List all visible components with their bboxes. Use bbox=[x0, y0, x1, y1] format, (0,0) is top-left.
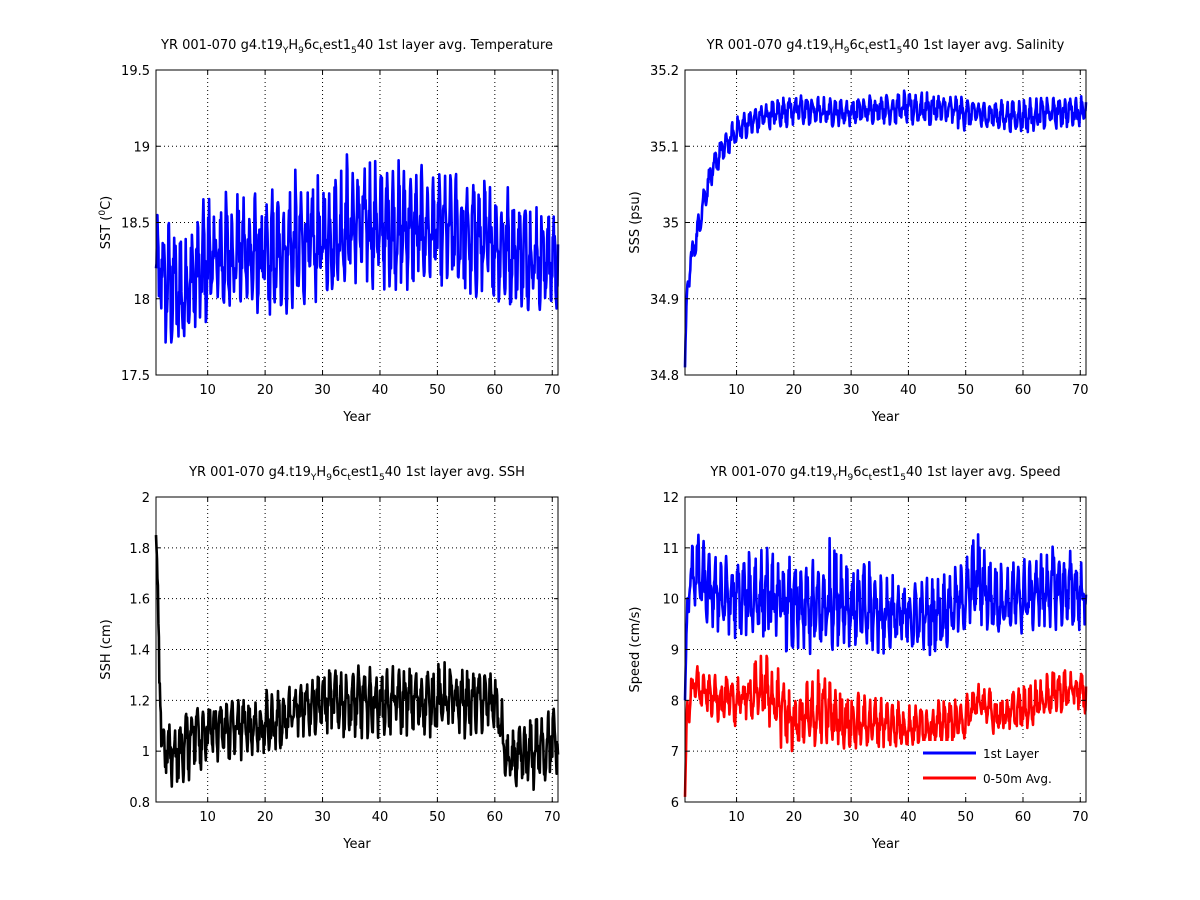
x-tick-label: 10 bbox=[199, 383, 216, 398]
y-axis-label: SSS (psu) bbox=[628, 191, 643, 253]
legend-box bbox=[921, 741, 1081, 793]
y-tick-label: 6 bbox=[671, 796, 679, 811]
x-tick-label: 70 bbox=[544, 810, 561, 825]
x-axis-label: Year bbox=[342, 410, 371, 425]
x-tick-label: 30 bbox=[843, 383, 860, 398]
x-tick-label: 50 bbox=[429, 810, 446, 825]
x-tick-label: 20 bbox=[257, 810, 274, 825]
y-tick-label: 0.8 bbox=[129, 796, 150, 811]
x-tick-label: 30 bbox=[314, 810, 331, 825]
series-group bbox=[683, 533, 1088, 797]
y-tick-label: 10 bbox=[662, 593, 679, 608]
x-tick-label: 70 bbox=[1072, 383, 1089, 398]
y-tick-label: 35.2 bbox=[650, 64, 679, 79]
y-tick-label: 18.5 bbox=[121, 217, 150, 232]
y-tick-label: 1.4 bbox=[129, 644, 150, 659]
y-tick-label: 1.2 bbox=[129, 694, 150, 709]
x-axis-label: Year bbox=[871, 410, 900, 425]
series-line bbox=[683, 89, 1088, 368]
y-axis-label: SSH (cm) bbox=[99, 619, 114, 679]
series-group bbox=[154, 535, 560, 791]
x-tick-label: 40 bbox=[900, 810, 917, 825]
y-tick-label: 19.5 bbox=[121, 64, 150, 79]
x-tick-label: 10 bbox=[199, 810, 216, 825]
x-tick-label: 40 bbox=[900, 383, 917, 398]
y-tick-label: 9 bbox=[671, 644, 679, 659]
y-tick-label: 17.5 bbox=[121, 369, 150, 384]
x-tick-label: 30 bbox=[314, 383, 331, 398]
x-tick-label: 60 bbox=[487, 383, 504, 398]
y-tick-label: 1 bbox=[142, 745, 150, 760]
x-tick-label: 30 bbox=[843, 810, 860, 825]
legend-label: 1st Layer bbox=[983, 747, 1039, 761]
panel-title: YR 001-070 g4.t19YH96ctest1540 1st layer… bbox=[188, 465, 525, 483]
y-axis-label: SST (0C) bbox=[98, 196, 114, 250]
y-tick-label: 12 bbox=[662, 491, 679, 506]
y-tick-label: 11 bbox=[662, 542, 679, 557]
series-group bbox=[683, 89, 1088, 368]
x-tick-label: 40 bbox=[372, 810, 389, 825]
x-tick-label: 20 bbox=[786, 810, 803, 825]
x-tick-label: 40 bbox=[372, 383, 389, 398]
panel-temperature: YR 001-070 g4.t19YH96ctest1540 1st layer… bbox=[98, 38, 561, 425]
legend: 1st Layer 0-50m Avg. bbox=[921, 741, 1081, 793]
x-axis-label: Year bbox=[342, 837, 371, 852]
x-tick-label: 10 bbox=[728, 383, 745, 398]
y-tick-label: 19 bbox=[133, 140, 150, 155]
y-axis-label: Speed (cm/s) bbox=[628, 607, 643, 693]
x-tick-label: 50 bbox=[957, 810, 974, 825]
x-tick-label: 60 bbox=[1015, 383, 1032, 398]
panel-ssh: YR 001-070 g4.t19YH96ctest1540 1st layer… bbox=[99, 465, 561, 852]
series-line bbox=[154, 535, 560, 791]
y-tick-label: 1.6 bbox=[129, 593, 150, 608]
x-tick-label: 60 bbox=[487, 810, 504, 825]
y-tick-label: 35 bbox=[662, 217, 679, 232]
panel-salinity: YR 001-070 g4.t19YH96ctest1540 1st layer… bbox=[628, 38, 1089, 425]
y-tick-label: 7 bbox=[671, 745, 679, 760]
y-tick-label: 34.9 bbox=[650, 293, 679, 308]
x-tick-label: 50 bbox=[957, 383, 974, 398]
series-line-0-50m-avg- bbox=[683, 654, 1088, 797]
series-line-1st-layer bbox=[683, 533, 1088, 701]
y-tick-label: 18 bbox=[133, 293, 150, 308]
y-tick-label: 34.8 bbox=[650, 369, 679, 384]
series-group bbox=[154, 153, 560, 344]
legend-label: 0-50m Avg. bbox=[983, 772, 1052, 786]
y-tick-label: 1.8 bbox=[129, 542, 150, 557]
x-tick-label: 60 bbox=[1015, 810, 1032, 825]
x-tick-label: 50 bbox=[429, 383, 446, 398]
y-tick-label: 2 bbox=[142, 491, 150, 506]
series-line bbox=[154, 153, 560, 344]
panel-title: YR 001-070 g4.t19YH96ctest1540 1st layer… bbox=[709, 465, 1060, 483]
x-tick-label: 70 bbox=[544, 383, 561, 398]
x-tick-label: 20 bbox=[786, 383, 803, 398]
panel-speed: YR 001-070 g4.t19YH96ctest1540 1st layer… bbox=[628, 465, 1089, 852]
panel-title: YR 001-070 g4.t19YH96ctest1540 1st layer… bbox=[706, 38, 1065, 56]
x-tick-label: 20 bbox=[257, 383, 274, 398]
y-tick-label: 8 bbox=[671, 694, 679, 709]
x-tick-label: 70 bbox=[1072, 810, 1089, 825]
x-tick-label: 10 bbox=[728, 810, 745, 825]
y-tick-label: 35.1 bbox=[650, 140, 679, 155]
panel-title: YR 001-070 g4.t19YH96ctest1540 1st layer… bbox=[160, 38, 553, 56]
x-axis-label: Year bbox=[871, 837, 900, 852]
